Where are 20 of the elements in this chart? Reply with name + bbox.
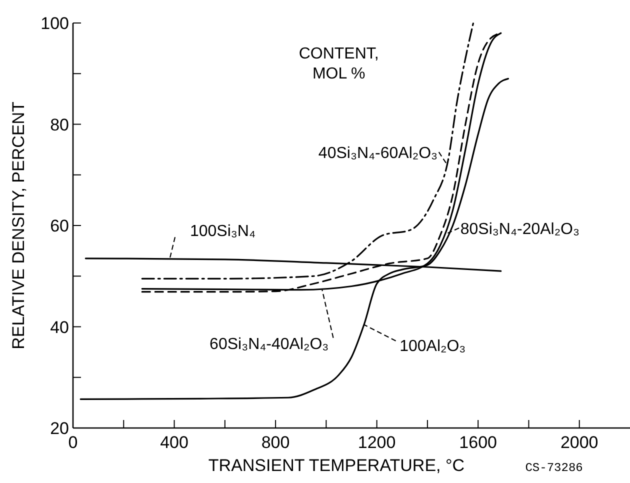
series-label: 100Si₃N₄ <box>190 223 256 240</box>
y-tick-label: 40 <box>50 318 69 337</box>
y-tick-label: 20 <box>50 419 69 438</box>
x-tick-label: 800 <box>261 433 290 452</box>
x-tick-label: 1600 <box>459 433 498 452</box>
legend-title: CONTENT, MOL % <box>298 45 379 82</box>
y-tick-label: 100 <box>40 14 69 33</box>
x-tick-label: 400 <box>160 433 188 452</box>
x-tick-label: 1200 <box>358 433 396 452</box>
text: 60Si₃N₄-40Al₂O₃ <box>210 336 329 353</box>
y-tick-label: 80 <box>50 115 69 134</box>
text: CS-73286 <box>525 461 583 475</box>
y-axis-title: RELATIVE DENSITY, PERCENT <box>9 102 28 350</box>
y-tick-label: 60 <box>50 216 69 236</box>
legend-label: 80Si₃N₄-20Al₂O₃ <box>460 221 580 238</box>
text: 100Al₂O₃ <box>400 338 466 355</box>
x-axis-title: TRANSIENT TEMPERATURE, °C <box>208 456 465 475</box>
x-tick-label: 2000 <box>560 433 598 452</box>
x-tick-label: 0 <box>68 433 78 452</box>
series-label: 40Si₃N₄-60Al₂O₃ <box>318 145 438 162</box>
